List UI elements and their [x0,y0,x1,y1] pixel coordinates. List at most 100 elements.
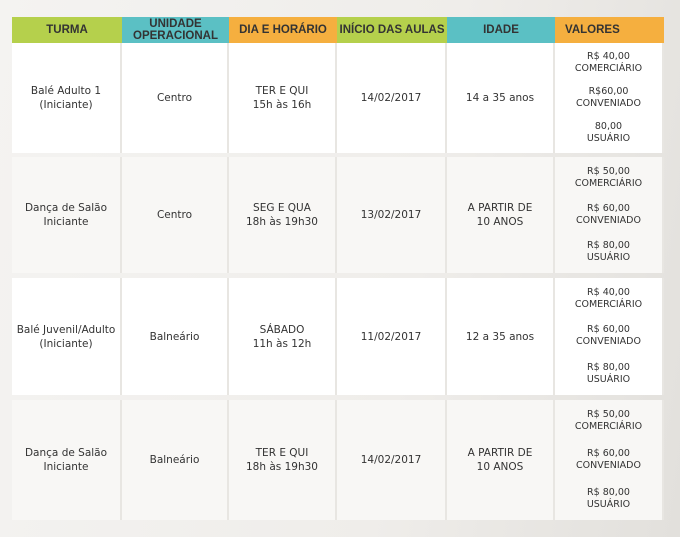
cell-valores: R$ 50,00 COMERCIÁRIO R$ 60,00 CONVENIADO R$ … [555,400,664,520]
header-horario: DIA E HORÁRIO [229,17,337,43]
cell-valores: R$ 40,00 COMERCIÁRIO R$ 60,00 CONVENIADO R$ … [555,278,664,395]
price-value: R$ 60,00 [587,447,630,459]
header-unidade: UNIDADE OPERACIONAL [122,17,229,43]
price-category: CONVENIADO [576,214,641,226]
cell-turma: Dança de Salão Iniciante [12,157,122,273]
cell-line: TER E QUI [255,447,309,459]
cell-horario: SEG E QUA 18h às 19h30 [229,157,337,273]
header-turma: TURMA [12,17,122,43]
cell-line: Iniciante [43,216,89,228]
price-item: R$ 80,00 USUÁRIO [587,240,630,264]
price-value: R$ 40,00 [587,50,630,62]
price-item: R$ 60,00 CONVENIADO [576,203,641,227]
cell-line: Balé Adulto 1 [30,85,102,97]
price-category: USUÁRIO [586,133,631,145]
cell-inicio: 14/02/2017 [337,43,447,153]
price-item: R$ 40,00 COMERCIÁRIO [575,51,642,75]
cell-line: (Iniciante) [39,99,93,111]
cell-line: 13/02/2017 [360,209,422,221]
cell-line: SEG E QUA [253,202,311,214]
cell-line: Centro [156,209,193,221]
cell-line: Balé Juvenil/Adulto [16,323,116,336]
cell-line: Balneário [149,454,200,466]
cell-unidade: Centro [122,157,229,273]
cell-line: 10 ANOS [476,461,524,473]
cell-valores: R$ 40,00 COMERCIÁRIO R$60,00 CONVENIADO 80,0… [555,43,664,153]
price-value: R$60,00 [588,85,629,97]
cell-line: Balneário [149,330,200,343]
price-category: USUÁRIO [586,498,631,510]
price-category: COMERCIÁRIO [574,62,643,74]
header-idade: IDADE [447,17,555,43]
price-item: R$ 60,00 CONVENIADO [576,448,641,472]
price-category: CONVENIADO [576,459,641,471]
price-item: R$60,00 CONVENIADO [576,86,641,110]
table-row: Balé Adulto 1 (Iniciante) Centro TER E QUI 1… [12,43,664,153]
cell-line: TER E QUI [255,85,309,97]
table-row: Dança de Salão Iniciante Balneário TER E QU… [12,400,664,520]
price-value: R$ 80,00 [587,240,630,252]
cell-line: 14/02/2017 [360,92,422,104]
cell-horario: TER E QUI 15h às 16h [229,43,337,153]
table-row: Balé Juvenil/Adulto (Iniciante) Balneário S… [12,278,664,395]
price-item: R$ 80,00 USUÁRIO [587,487,630,511]
cell-turma: Dança de Salão Iniciante [12,400,122,520]
price-category: COMERCIÁRIO [574,421,643,433]
cell-line: A PARTIR DE [467,447,533,459]
price-category: COMERCIÁRIO [574,298,643,310]
cell-idade: A PARTIR DE 10 ANOS [447,157,555,273]
price-category: COMERCIÁRIO [574,177,643,189]
cell-idade: 14 a 35 anos [447,43,555,153]
cell-line: 14/02/2017 [360,454,422,466]
cell-line: 11/02/2017 [360,330,422,343]
price-value: 80,00 [594,121,623,133]
cell-turma: Balé Juvenil/Adulto (Iniciante) [12,278,122,395]
cell-unidade: Balneário [122,400,229,520]
cell-horario: SÁBADO 11h às 12h [229,278,337,395]
cell-line: (Iniciante) [39,337,93,350]
cell-unidade: Balneário [122,278,229,395]
cell-line: 18h às 19h30 [246,461,318,473]
price-item: 80,00 USUÁRIO [587,121,630,145]
cell-line: 10 ANOS [476,216,524,228]
price-category: USUÁRIO [586,252,631,264]
cell-turma: Balé Adulto 1 (Iniciante) [12,43,122,153]
price-value: R$ 60,00 [587,324,630,336]
cell-line: 15h às 16h [252,99,312,111]
price-category: CONVENIADO [576,97,641,109]
header-inicio: INÍCIO DAS AULAS [337,17,447,43]
price-value: R$ 80,00 [587,486,630,498]
cell-inicio: 14/02/2017 [337,400,447,520]
price-item: R$ 40,00 COMERCIÁRIO [575,287,642,311]
price-value: R$ 50,00 [587,165,630,177]
header-valores: VALORES [555,17,664,43]
cell-line: 12 a 35 anos [465,330,535,343]
price-value: R$ 40,00 [587,286,630,298]
table-row: Dança de Salão Iniciante Centro SEG E QUA 18… [12,157,664,273]
cell-line: 18h às 19h30 [246,216,318,228]
table-header: TURMA UNIDADE OPERACIONAL DIA E HORÁRIO … [12,17,664,43]
cell-line: 14 a 35 anos [465,92,535,104]
cell-line: SÁBADO [259,323,305,336]
cell-inicio: 11/02/2017 [337,278,447,395]
price-item: R$ 60,00 CONVENIADO [576,324,641,348]
price-item: R$ 50,00 COMERCIÁRIO [575,166,642,190]
cell-line: Dança de Salão [24,447,108,459]
cell-line: A PARTIR DE [467,202,533,214]
cell-inicio: 13/02/2017 [337,157,447,273]
price-item: R$ 80,00 USUÁRIO [587,362,630,386]
cell-valores: R$ 50,00 COMERCIÁRIO R$ 60,00 CONVENIADO R$ … [555,157,664,273]
price-value: R$ 80,00 [587,362,630,374]
cell-line: Dança de Salão [24,202,108,214]
price-value: R$ 50,00 [587,409,630,421]
price-category: USUÁRIO [586,374,631,386]
cell-line: 11h às 12h [252,337,312,350]
cell-line: Centro [156,92,193,104]
cell-idade: 12 a 35 anos [447,278,555,395]
cell-line: Iniciante [43,461,89,473]
cell-horario: TER E QUI 18h às 19h30 [229,400,337,520]
price-value: R$ 60,00 [587,202,630,214]
cell-unidade: Centro [122,43,229,153]
price-category: CONVENIADO [576,336,641,348]
price-item: R$ 50,00 COMERCIÁRIO [575,409,642,433]
